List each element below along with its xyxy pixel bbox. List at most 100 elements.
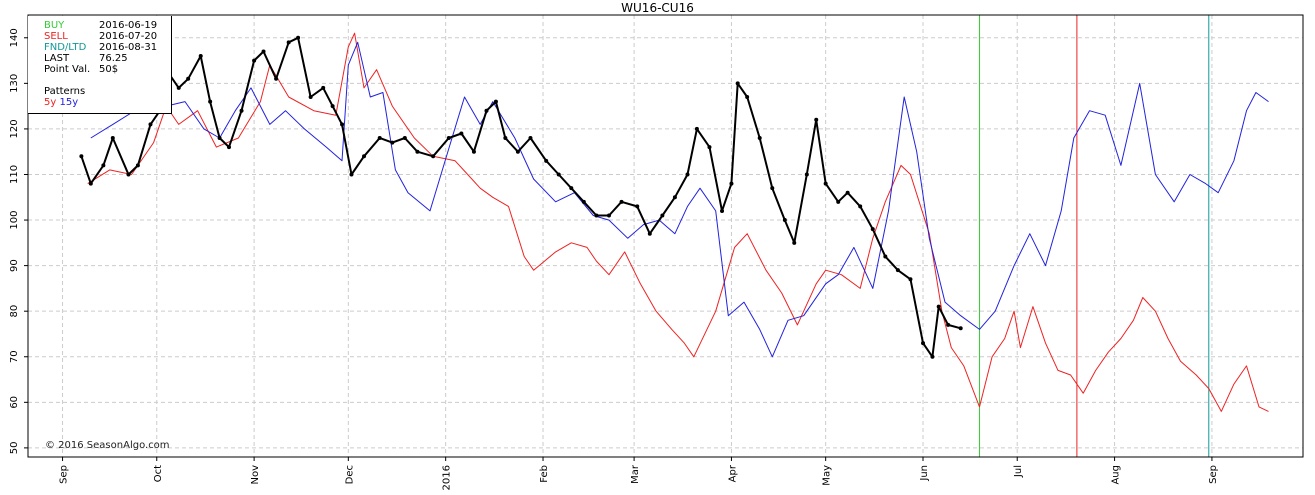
price-point [431, 154, 436, 159]
price-series-line [80, 36, 961, 358]
legend-15y: 15y [59, 97, 79, 108]
plot-frame [27, 14, 1304, 458]
price-point [770, 186, 775, 191]
price-point [110, 136, 115, 141]
price-point [707, 145, 712, 150]
x-tick-label: Nov [250, 465, 261, 485]
x-tick-label: Dec [344, 465, 355, 484]
price-point [594, 213, 599, 218]
price-point [804, 172, 809, 177]
price-point [459, 131, 464, 136]
price-point [836, 199, 841, 204]
price-point [845, 190, 850, 195]
x-tick-label: Feb [539, 465, 550, 483]
price-point [471, 149, 476, 154]
price-point [226, 145, 231, 150]
price-point [936, 304, 941, 309]
price-point [484, 108, 489, 113]
event-lines [979, 15, 1210, 457]
point-value: 50$ [99, 64, 119, 75]
x-tick-label: Sep [1208, 465, 1219, 484]
price-point [330, 104, 335, 109]
sell-label: SELL [44, 31, 68, 42]
fnd-date: 2016-08-31 [99, 42, 158, 53]
price-point [858, 204, 863, 209]
price-point [340, 122, 345, 127]
price-point [148, 122, 153, 127]
price-point [685, 172, 690, 177]
price-point [176, 85, 181, 90]
series [79, 32, 1269, 412]
price-point [735, 81, 740, 86]
y-tick-label: 100 [9, 211, 20, 230]
price-point [239, 108, 244, 113]
price-point [660, 213, 665, 218]
x-tick-label: Oct [153, 465, 164, 482]
price-point [217, 136, 222, 141]
price-point [870, 227, 875, 232]
legend-5y: 5y [44, 97, 57, 108]
price-point [908, 277, 913, 282]
x-tick-label: Apr [727, 464, 738, 482]
price-point [946, 322, 951, 327]
price-point [729, 181, 734, 186]
price-point [930, 354, 935, 359]
price-point [296, 35, 301, 40]
last-label: LAST [44, 53, 70, 64]
price-point [286, 40, 291, 45]
price-point [823, 181, 828, 186]
x-tick-label: Mar [630, 464, 641, 484]
y-tick-label: 120 [9, 119, 20, 138]
price-point [635, 204, 640, 209]
y-tick-label: 140 [9, 28, 20, 47]
price-point [814, 117, 819, 122]
pattern-15y-line [90, 41, 1269, 358]
price-point [308, 95, 313, 100]
copyright-credit: © 2016 SeasonAlgo.com [45, 440, 170, 451]
price-point [782, 218, 787, 223]
pattern-5y-line [87, 32, 1269, 412]
price-point [581, 199, 586, 204]
x-tick-label: Aug [1111, 465, 1122, 485]
price-point [569, 186, 574, 191]
price-point [208, 99, 213, 104]
price-point [186, 76, 191, 81]
price-point [647, 231, 652, 236]
fnd-row: FND/LTD 2016-08-31 [44, 42, 157, 53]
buy-row: BUY 2016-06-19 [44, 20, 157, 31]
price-point [88, 181, 93, 186]
price-point [757, 136, 762, 141]
price-point [921, 341, 926, 346]
y-tick-label: 110 [9, 165, 20, 184]
patterns-legend: 5y 15y [44, 97, 78, 108]
patterns-label: Patterns [44, 86, 86, 97]
axes: 50 60 70 80 90 100 110 120 130 140 Sep Oct Nov Dec 201… [9, 14, 1304, 490]
last-value: 76.25 [99, 53, 128, 64]
price-point [792, 240, 797, 245]
y-tick-label: 60 [9, 396, 20, 409]
y-tick-label: 80 [9, 305, 20, 318]
price-point [694, 126, 699, 131]
price-point [377, 136, 382, 141]
price-point [493, 99, 498, 104]
last-row: LAST 76.25 [44, 53, 128, 64]
price-point [79, 154, 84, 159]
price-point [958, 326, 963, 331]
price-point [720, 208, 725, 213]
y-tick-label: 90 [9, 259, 20, 272]
x-tick-label: May [822, 465, 833, 486]
price-point [126, 172, 131, 177]
buy-date: 2016-06-19 [99, 20, 158, 31]
x-tick-label: Sep [59, 465, 70, 484]
fnd-label: FND/LTD [44, 42, 87, 53]
y-tick-label: 70 [9, 350, 20, 363]
x-tick-label: 2016 [442, 465, 453, 490]
price-point [503, 136, 508, 141]
price-point [101, 163, 106, 168]
grid [28, 15, 1303, 457]
price-point [402, 136, 407, 141]
price-point [556, 172, 561, 177]
price-point [198, 54, 203, 59]
y-tick-label: 130 [9, 74, 20, 93]
